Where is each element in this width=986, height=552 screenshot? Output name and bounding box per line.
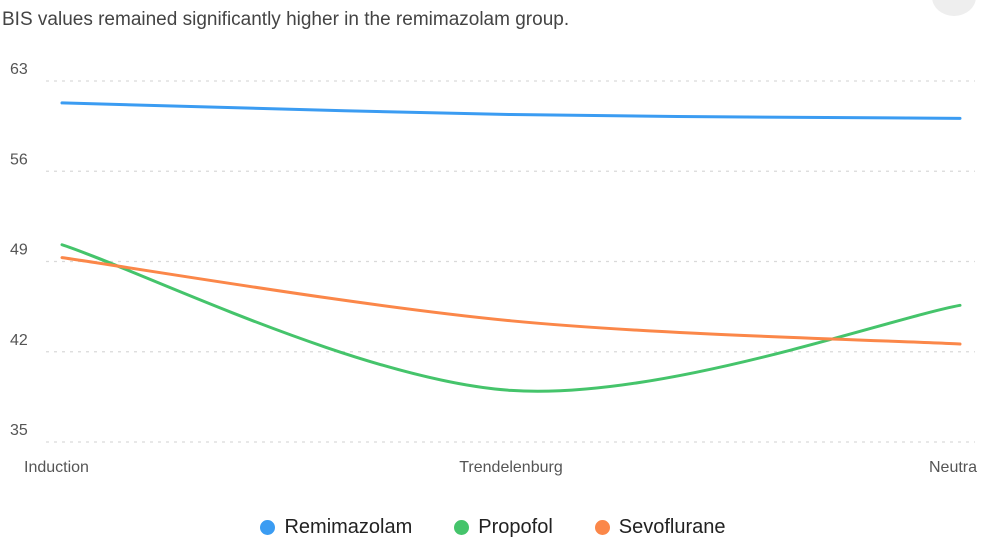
legend-label-propofol: Propofol xyxy=(478,516,553,538)
x-tick-label: Induction xyxy=(24,459,89,476)
x-tick-label: Neutra xyxy=(929,459,977,476)
series-line-propofol xyxy=(60,243,962,393)
legend-dot-remimazolam xyxy=(260,520,276,535)
chart-subtitle: BIS values remained significantly higher… xyxy=(2,9,570,30)
legend-item-remimazolam[interactable]: Remimazolam xyxy=(260,516,412,539)
legend-label-remimazolam: Remimazolam xyxy=(284,516,413,538)
legend-item-sevoflurane[interactable]: Sevoflurane xyxy=(594,516,726,539)
series-line-remimazolam xyxy=(60,101,962,120)
y-tick-label: 63 xyxy=(10,61,28,78)
close-button[interactable] xyxy=(932,0,976,16)
y-tick-label: 56 xyxy=(10,151,28,168)
y-tick-label: 49 xyxy=(10,242,28,259)
legend-item-propofol[interactable]: Propofol xyxy=(454,516,553,539)
x-axis-ticks: Induction Trendelenburg Neutra xyxy=(24,459,977,476)
series-line-sevoflurane xyxy=(60,256,962,346)
y-tick-label: 35 xyxy=(10,422,28,439)
legend-label-sevoflurane: Sevoflurane xyxy=(618,516,726,538)
x-tick-label: Trendelenburg xyxy=(459,459,562,476)
legend: Remimazolam Propofol Sevoflurane xyxy=(0,516,986,539)
y-axis-ticks: 35 42 49 56 63 xyxy=(10,61,28,439)
series-lines xyxy=(60,101,962,393)
legend-dot-sevoflurane xyxy=(594,520,610,535)
grid xyxy=(46,80,975,443)
y-tick-label: 42 xyxy=(10,332,28,349)
legend-dot-propofol xyxy=(454,520,470,535)
